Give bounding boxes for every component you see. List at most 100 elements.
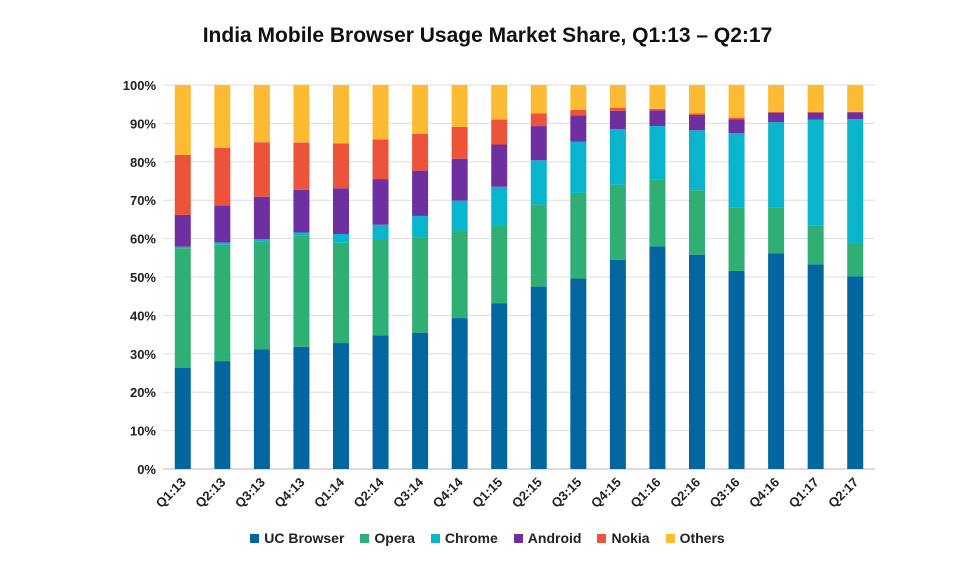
bar-segment-nokia [214, 147, 231, 206]
y-tick-label: 60% [130, 232, 156, 247]
legend-item: Chrome [430, 530, 498, 546]
legend-label: UC Browser [264, 530, 345, 546]
bar-segment-android [570, 115, 587, 142]
bar-segment-android [768, 112, 785, 123]
bar-segment-nokia [293, 142, 310, 190]
bar-segment-android [649, 110, 666, 127]
bar-segment-chrome [807, 119, 824, 226]
x-tick-label: Q2:17 [825, 475, 861, 511]
legend-swatch [597, 533, 607, 543]
bar-segment-opera [570, 192, 587, 279]
bar-segment-chrome [293, 232, 310, 236]
bar-segment-opera [530, 204, 547, 287]
bar-segment-others [570, 85, 587, 110]
bar-segment-opera [847, 243, 864, 277]
bar-segment-chrome [253, 238, 270, 242]
bar-segment-others [807, 85, 824, 112]
bar-segment-nokia [649, 108, 666, 111]
bar-segment-chrome [412, 215, 429, 238]
bar-segment-chrome [689, 130, 705, 191]
bar-segment-nokia [728, 117, 745, 120]
x-tick-label: Q2:16 [667, 475, 703, 511]
bar-segment-others [491, 85, 508, 120]
legend-swatch [360, 533, 370, 543]
x-tick-label: Q2:15 [509, 475, 545, 511]
legend-label: Opera [374, 530, 415, 546]
bar-segment-opera [333, 242, 349, 344]
bar-segment-chrome [451, 200, 468, 231]
bar-segment-chrome [768, 122, 785, 208]
bar-segment-chrome [491, 186, 508, 226]
x-tick-label: Q3:16 [707, 475, 743, 511]
legend-item: Opera [360, 530, 415, 546]
bar-segment-nokia [333, 143, 349, 189]
bar-segment-opera [253, 241, 270, 350]
x-tick-label: Q4:13 [271, 475, 307, 511]
x-tick-label: Q1:13 [153, 475, 189, 511]
bar-segment-nokia [689, 113, 705, 115]
bar-segment-uc-browser [451, 318, 468, 469]
y-tick-label: 100% [123, 78, 157, 93]
bar-segment-uc-browser [609, 259, 626, 469]
bar-segment-android [689, 114, 705, 131]
bar-segment-android [412, 170, 429, 216]
legend-swatch [250, 533, 260, 543]
bar-segment-opera [491, 225, 508, 304]
y-tick-label: 90% [130, 116, 156, 131]
legend-swatch [665, 533, 675, 543]
bar-segment-opera [412, 237, 429, 333]
legend-item: UC Browser [250, 530, 344, 546]
bar-segment-chrome [214, 242, 231, 245]
bar-segment-uc-browser [174, 368, 191, 469]
bar-segment-opera [768, 207, 785, 254]
bar-segment-android [807, 112, 824, 120]
bar-segment-opera [689, 190, 705, 255]
bar-segment-others [174, 85, 191, 155]
bar-segment-opera [293, 235, 310, 347]
bar-segment-chrome [570, 141, 587, 193]
bar-segment-chrome [609, 129, 626, 185]
bar-segment-nokia [174, 154, 191, 215]
bar-segment-nokia [530, 113, 547, 127]
bar-segment-others [728, 85, 745, 118]
bar-segment-uc-browser [570, 278, 587, 469]
x-tick-label: Q4:16 [746, 475, 782, 511]
bar-segment-opera [649, 179, 666, 247]
x-tick-label: Q1:16 [627, 475, 663, 511]
bar-segment-opera [214, 244, 231, 362]
bar-segment-android [609, 110, 626, 130]
bar-segment-uc-browser [214, 361, 231, 469]
bar-segment-android [333, 188, 349, 234]
bar-segment-others [214, 85, 231, 148]
bar-segment-others [333, 85, 349, 144]
bar-segment-android [451, 158, 468, 201]
legend-label: Nokia [611, 530, 650, 546]
legend-label: Android [527, 530, 582, 546]
legend-swatch [513, 533, 523, 543]
bar-segment-others [412, 85, 429, 134]
bar-segment-uc-browser [728, 270, 745, 469]
bar-segment-chrome [372, 224, 389, 239]
bar-segment-android [253, 196, 270, 239]
bar-segment-opera [609, 184, 626, 260]
legend-label: Chrome [444, 530, 498, 546]
legend-item: Nokia [597, 530, 650, 546]
bar-segment-opera [807, 225, 824, 265]
bar-segment-opera [451, 230, 468, 319]
bar-segment-uc-browser [293, 346, 310, 469]
bar-segment-others [609, 85, 626, 108]
bar-segment-uc-browser [768, 253, 785, 469]
bar-segment-nokia [253, 142, 270, 197]
x-tick-label: Q3:14 [390, 474, 427, 511]
bar-segment-nokia [451, 126, 468, 159]
bar-segment-uc-browser [372, 335, 389, 469]
bar-segment-nokia [609, 107, 626, 111]
x-tick-label: Q2:14 [351, 474, 388, 511]
bar-segment-nokia [372, 139, 389, 180]
bar-segment-chrome [649, 126, 666, 180]
y-tick-label: 70% [130, 193, 156, 208]
bar-segment-android [847, 112, 864, 120]
x-tick-label: Q1:14 [311, 474, 348, 511]
bar-segment-android [372, 179, 389, 225]
